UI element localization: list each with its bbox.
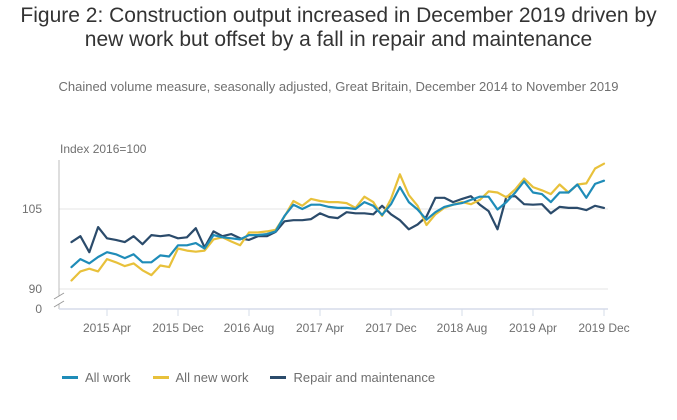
legend-swatch-repair-and-maintenance: [270, 376, 287, 379]
axes: [53, 160, 608, 310]
legend-item-all-new-work[interactable]: All new work: [152, 370, 249, 385]
y-tick-label: 0: [35, 302, 42, 316]
legend: All work All new work Repair and mainten…: [62, 370, 457, 385]
legend-label: Repair and maintenance: [293, 370, 436, 385]
x-tick-label: 2015 Apr: [83, 321, 131, 335]
x-tick-label: 2016 Aug: [224, 321, 275, 335]
y-tick-label: 105: [22, 202, 42, 216]
series-line-all-work: [70, 179, 606, 269]
legend-swatch-all-work: [62, 376, 78, 379]
series-lines: [70, 162, 606, 282]
series-line-all-new-work: [70, 162, 606, 282]
legend-swatch-all-new-work: [152, 376, 169, 379]
axis-break-mark: [53, 300, 65, 308]
series-line-repair-and-maintenance: [70, 195, 606, 254]
x-tick-label: 2019 Apr: [509, 321, 557, 335]
legend-item-repair-and-maintenance[interactable]: Repair and maintenance: [270, 370, 435, 385]
chart-subtitle: Chained volume measure, seasonally adjus…: [58, 79, 619, 94]
x-tick-label: 2018 Aug: [437, 321, 488, 335]
y-tick-label: 90: [29, 282, 43, 296]
legend-item-all-work[interactable]: All work: [62, 370, 131, 385]
x-tick-label: 2015 Dec: [152, 321, 203, 335]
y-tick-labels: 105 90 0: [22, 202, 42, 316]
legend-label: All new work: [175, 370, 249, 385]
y-axis-title: Index 2016=100: [60, 142, 147, 156]
axis-break-mark: [53, 292, 65, 300]
gridlines: [59, 208, 608, 290]
chart-title: Figure 2: Construction output increased …: [20, 4, 657, 51]
x-tick-label: 2017 Dec: [365, 321, 416, 335]
x-tick-label: 2019 Dec: [578, 321, 629, 335]
x-tick-label: 2017 Apr: [296, 321, 344, 335]
x-ticks: 2015 Apr 2015 Dec 2016 Aug 2017 Apr 2017 Dec…: [83, 309, 630, 335]
legend-label: All work: [85, 370, 131, 385]
